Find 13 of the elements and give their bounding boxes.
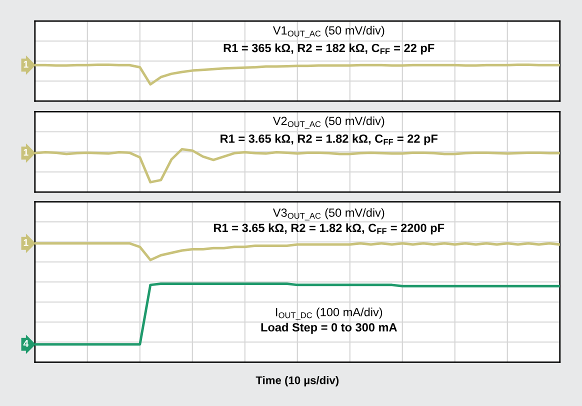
series-label: 1 <box>24 60 28 68</box>
chart-subtitle: R1 = 365 kΩ, R2 = 182 kΩ, C$_{FF}$ = 22 pF <box>224 44 434 55</box>
chart-subtitle: R1 = 3.65 kΩ, R2 = 1.82 kΩ, C$_{FF}$ = 2200 pF <box>214 223 444 234</box>
series-label: 1 <box>24 239 28 246</box>
x-axis-title: Time (10 µs/div) <box>256 376 339 386</box>
annotation: Load Step = 0 to 300 mA <box>261 322 397 334</box>
chart-title: V3$_{OUT_AC}$ (50 mV/div) <box>272 208 384 220</box>
annotation: I$_{OUT_DC}$ (100 mA/div) <box>276 308 382 320</box>
series-label: 4 <box>23 340 29 347</box>
series-label: 1 <box>24 148 28 156</box>
chart-title: V1$_{OUT_AC}$ (50 mV/div) <box>272 26 384 38</box>
chart-title: V2$_{OUT_AC}$ (50 mV/div) <box>272 116 384 129</box>
chart-subtitle: R1 = 3.65 kΩ, R2 = 1.82 kΩ, C$_{FF}$ = 22 pF <box>220 134 438 146</box>
